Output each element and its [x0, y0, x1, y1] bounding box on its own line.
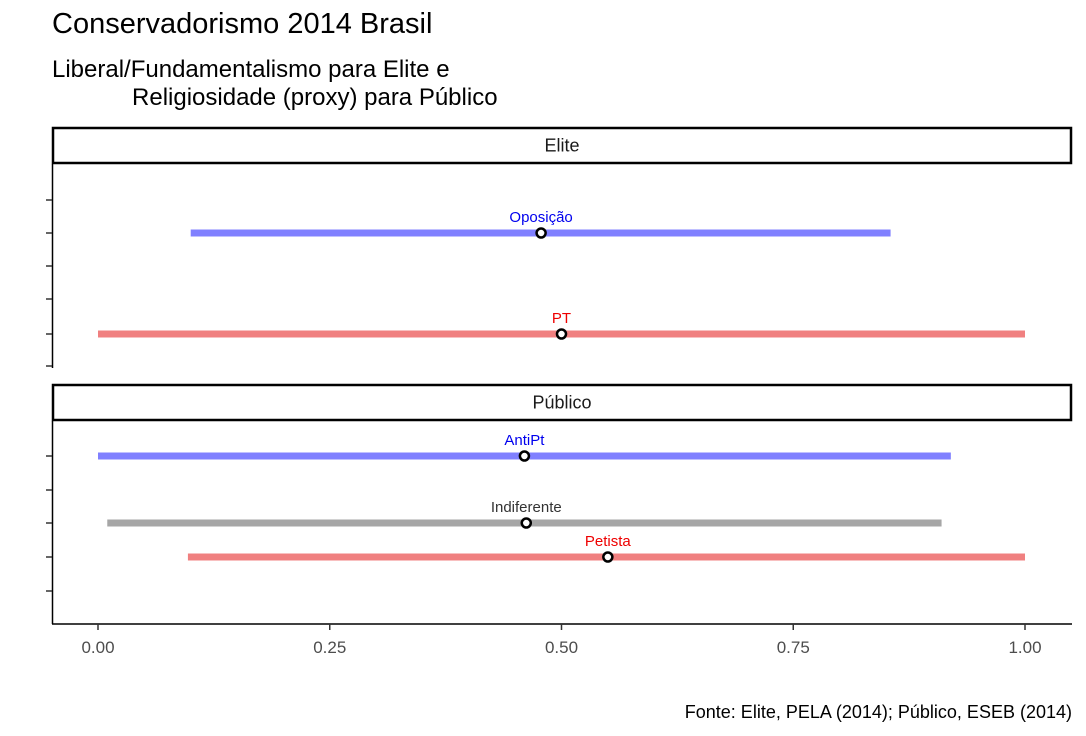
facet-strip-label: Público [532, 393, 591, 413]
point-label: AntiPt [504, 432, 545, 449]
x-tick-label: 0.25 [313, 638, 346, 657]
x-tick-label: 1.00 [1008, 638, 1041, 657]
point-label: Petista [585, 533, 632, 550]
chart-subtitle: Liberal/Fundamentalismo para Elite e Rel… [52, 56, 498, 111]
mean-point [520, 517, 533, 529]
mean-point [602, 551, 614, 563]
facet-strip [51, 126, 1073, 165]
facet-strip-label: Elite [544, 136, 579, 156]
mean-point [518, 450, 531, 462]
x-tick-label: 0.50 [545, 638, 578, 657]
point-label: Indiferente [491, 499, 562, 516]
x-tick-label: 0.00 [81, 638, 114, 657]
chart-caption: Fonte: Elite, PELA (2014); Público, ESEB… [684, 702, 1072, 722]
point-label: PT [552, 310, 571, 327]
chart-title: Conservadorismo 2014 Brasil [52, 8, 433, 40]
mean-point [555, 328, 568, 340]
point-label: Oposição [509, 209, 572, 226]
facet-strip [51, 383, 1073, 422]
mean-point [535, 227, 547, 239]
x-tick-label: 0.75 [777, 638, 810, 657]
